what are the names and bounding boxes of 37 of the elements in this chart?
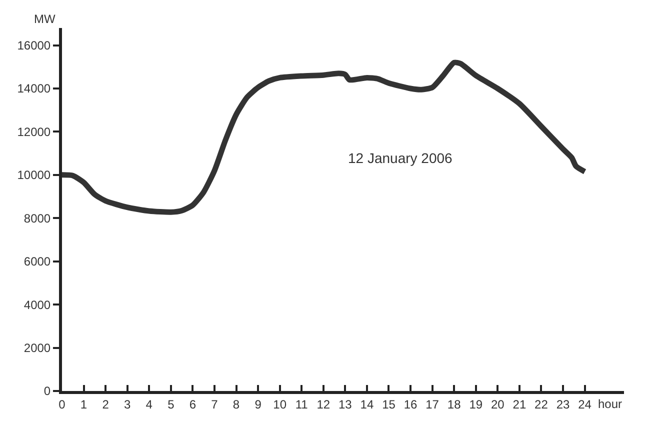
y-tick-label: 4000 (24, 298, 51, 312)
x-tick-label: 21 (512, 397, 526, 412)
y-axis-title: MW (34, 12, 56, 26)
x-tick-label: 12 (316, 397, 330, 412)
x-tick-label: 15 (382, 397, 396, 412)
x-tick-label: 13 (338, 397, 352, 412)
y-tick-label: 2000 (24, 340, 51, 355)
y-tick-label: 16000 (17, 38, 51, 52)
x-tick-label: 0 (58, 397, 66, 412)
annotation: 12 January 2006 (348, 150, 453, 166)
y-tick-label: 8000 (24, 211, 51, 226)
x-tick-label: 20 (490, 397, 505, 412)
x-tick-label: 2 (102, 397, 110, 412)
x-tick-label: 8 (232, 397, 240, 412)
x-tick-label: 9 (254, 397, 262, 412)
x-tick-label: 17 (426, 397, 440, 412)
x-tick-label: 11 (295, 397, 308, 412)
x-tick-label: 7 (211, 397, 218, 412)
x-tick-label: 3 (124, 397, 132, 412)
y-tick-label: 10000 (17, 168, 51, 182)
x-tick-label: 23 (556, 397, 570, 412)
x-tick-label: 14 (360, 397, 374, 412)
x-tick-label: 18 (447, 397, 462, 412)
x-tick-label: 24 (578, 397, 592, 412)
x-tick-label: 1 (80, 397, 88, 412)
x-tick-label: 19 (469, 397, 483, 412)
x-tick-label: 5 (168, 397, 175, 412)
x-axis-title: hour (598, 397, 622, 411)
x-tick-label: 6 (189, 397, 196, 412)
x-tick-label: 16 (404, 397, 418, 412)
x-tick-label: 22 (534, 397, 548, 412)
x-tick-label: 10 (273, 397, 287, 412)
y-tick-label: 6000 (24, 254, 51, 269)
x-tick-label: 4 (146, 397, 153, 412)
y-tick-label: 0 (44, 384, 51, 398)
y-tick-label: 14000 (17, 82, 51, 96)
y-tick-label: 12000 (17, 124, 51, 139)
